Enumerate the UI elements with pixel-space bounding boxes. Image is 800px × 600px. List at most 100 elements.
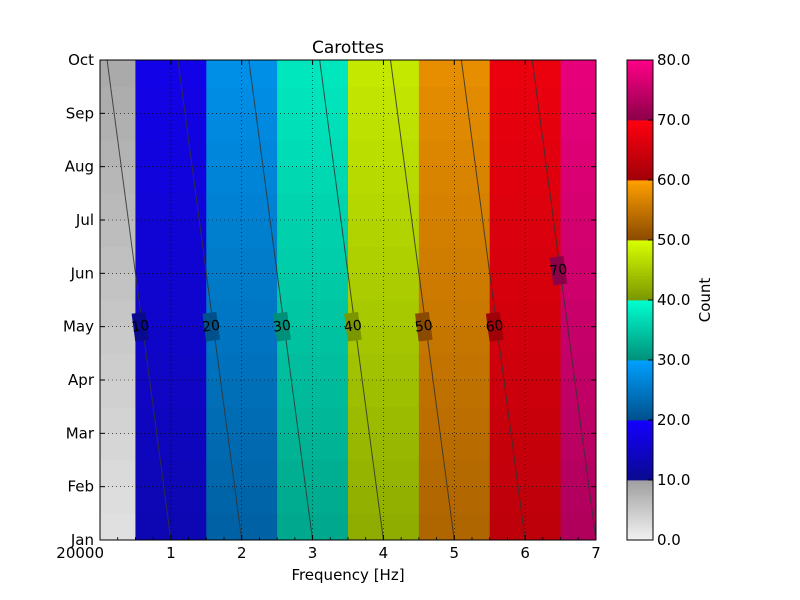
colorbar-segment bbox=[627, 408, 653, 412]
colorbar-segment bbox=[627, 468, 653, 472]
colorbar-segment bbox=[627, 534, 653, 538]
colorbar-tick-label: 0.0 bbox=[657, 531, 681, 549]
heatmap-cell-6-3 bbox=[489, 433, 561, 461]
colorbar-segment bbox=[627, 357, 653, 361]
colorbar-segment bbox=[627, 150, 653, 154]
colorbar-segment bbox=[627, 306, 653, 310]
heatmap-cell-4-6 bbox=[348, 353, 420, 381]
heatmap-cell-4-12 bbox=[348, 193, 420, 221]
colorbar-segment bbox=[627, 300, 653, 304]
x-axis-label: Frequency [Hz] bbox=[291, 566, 404, 584]
contour-label-bg-20 bbox=[202, 311, 221, 342]
colorbar-segment bbox=[627, 123, 653, 127]
colorbar-segment bbox=[627, 372, 653, 376]
colorbar-segment bbox=[627, 501, 653, 505]
y-tick-label: Jul bbox=[75, 211, 94, 229]
colorbar-segment bbox=[627, 345, 653, 349]
colorbar-segment bbox=[627, 510, 653, 514]
colorbar-segment bbox=[627, 177, 653, 181]
colorbar-segment bbox=[627, 348, 653, 352]
colorbar-segment bbox=[627, 237, 653, 241]
colorbar-segment bbox=[627, 162, 653, 166]
colorbar-segment bbox=[627, 63, 653, 67]
colorbar-segment bbox=[627, 471, 653, 475]
colorbar-segment bbox=[627, 330, 653, 334]
contour-label-30: 30 bbox=[272, 318, 292, 336]
heatmap-cell-7-7 bbox=[560, 326, 597, 354]
colorbar-segment bbox=[627, 258, 653, 262]
colorbar-segment bbox=[627, 399, 653, 403]
colorbar-segment bbox=[627, 270, 653, 274]
colorbar-segment bbox=[627, 291, 653, 295]
colorbar-segment bbox=[627, 144, 653, 148]
colorbar-segment bbox=[627, 282, 653, 286]
colorbar-segment bbox=[627, 216, 653, 220]
contour-line-40 bbox=[319, 59, 384, 541]
colorbar-segment bbox=[627, 264, 653, 268]
colorbar-segment bbox=[627, 315, 653, 319]
heatmap-cell-5-9 bbox=[418, 273, 491, 301]
colorbar-segment bbox=[627, 228, 653, 232]
colorbar-segment bbox=[627, 366, 653, 370]
heatmap-cell-0-7 bbox=[100, 326, 136, 354]
colorbar-segment bbox=[627, 456, 653, 460]
colorbar-segment bbox=[627, 243, 653, 247]
colorbar-tick-label: 10.0 bbox=[657, 471, 690, 489]
heatmap-cell-0-2 bbox=[100, 460, 136, 488]
colorbar-tick-label: 30.0 bbox=[657, 351, 690, 369]
colorbar-segment bbox=[627, 90, 653, 94]
contour-label-50: 50 bbox=[414, 318, 434, 336]
heatmap-cell-0-12 bbox=[100, 193, 136, 221]
colorbar-segment bbox=[627, 141, 653, 145]
colorbar-segment bbox=[627, 444, 653, 448]
colorbar-segment bbox=[627, 225, 653, 229]
contour-lines: 10 20 30 40 50 60 70 bbox=[106, 59, 597, 541]
y-tick-label: Jun bbox=[70, 264, 94, 282]
heatmap-cell-0-6 bbox=[100, 353, 136, 381]
colorbar-tick-label: 70.0 bbox=[657, 111, 690, 129]
colorbar-segment bbox=[627, 78, 653, 82]
colorbar-segment bbox=[627, 153, 653, 157]
colorbar-segment bbox=[627, 126, 653, 130]
heatmap-cell-7-14 bbox=[560, 140, 597, 168]
colorbar-segment bbox=[627, 513, 653, 517]
colorbar-segment bbox=[627, 279, 653, 283]
heatmap-cell-4-9 bbox=[348, 273, 420, 301]
colorbar-segment bbox=[627, 414, 653, 418]
colorbar-segment bbox=[627, 387, 653, 391]
colorbar-segment bbox=[627, 489, 653, 493]
colorbar-segment bbox=[627, 213, 653, 217]
y-tick-label: May bbox=[63, 318, 94, 336]
heatmap-cell-0-16 bbox=[100, 86, 136, 114]
heatmap-cell-7-6 bbox=[560, 353, 597, 381]
heatmap-cell-7-9 bbox=[560, 273, 597, 301]
colorbar-segment bbox=[627, 462, 653, 466]
contour-label-bg-50 bbox=[415, 311, 433, 342]
colorbar-segment bbox=[627, 120, 653, 124]
colorbar-segment bbox=[627, 429, 653, 433]
x-axis: 20000 1 2 3 4 5 6 7 bbox=[56, 60, 601, 562]
heatmap-cell-7-11 bbox=[560, 220, 597, 248]
colorbar-segment bbox=[627, 285, 653, 289]
colorbar-segment bbox=[627, 105, 653, 109]
colorbar-tick-label: 20.0 bbox=[657, 411, 690, 429]
colorbar-segment bbox=[627, 171, 653, 175]
contour-line-30 bbox=[248, 59, 314, 541]
colorbar-segment bbox=[627, 261, 653, 265]
colorbar-segment bbox=[627, 453, 653, 457]
colorbar-segment bbox=[627, 201, 653, 205]
heatmap-cell-0-9 bbox=[100, 273, 136, 301]
heatmap-cell-0-10 bbox=[100, 246, 136, 274]
colorbar-segment bbox=[627, 525, 653, 529]
colorbar-segment bbox=[627, 135, 653, 139]
heatmap-cell-7-16 bbox=[560, 86, 597, 114]
colorbar-segment bbox=[627, 60, 653, 64]
heatmap-cell-1-3 bbox=[135, 433, 207, 461]
colorbar-segment bbox=[627, 537, 653, 541]
colorbar-segment bbox=[627, 447, 653, 451]
colorbar-segment bbox=[627, 198, 653, 202]
heatmap-cell-0-0 bbox=[100, 513, 136, 541]
colorbar-segment bbox=[627, 369, 653, 373]
heatmap-cell-7-12 bbox=[560, 193, 597, 221]
contour-label-bg-70 bbox=[549, 255, 568, 286]
